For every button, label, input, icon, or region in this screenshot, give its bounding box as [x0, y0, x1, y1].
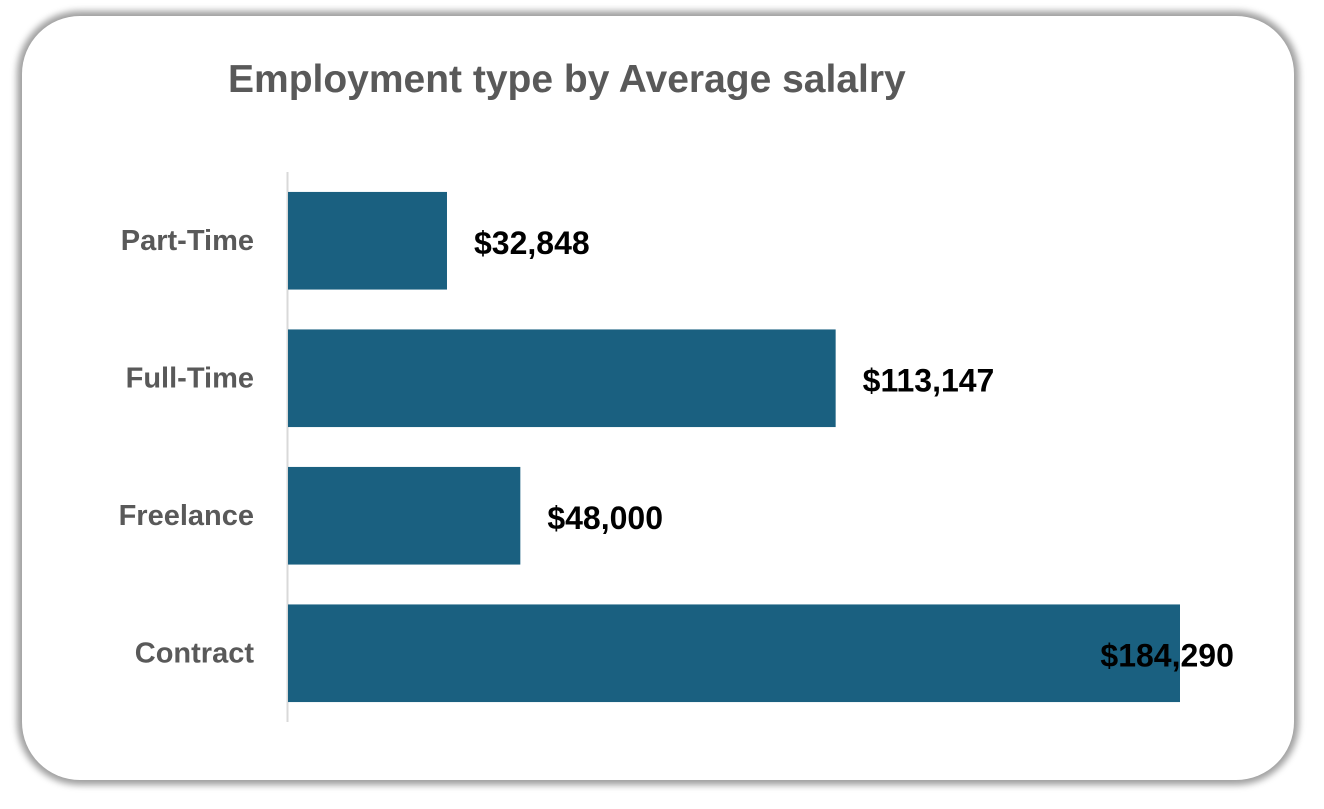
bar-freelance: [288, 466, 521, 565]
bar-full-time: [288, 329, 836, 428]
category-labels: Part-Time Full-Time Freelance Contract: [119, 225, 255, 670]
value-label-freelance: $48,000: [547, 500, 663, 536]
value-labels: $32,848 $113,147 $48,000 $184,290: [474, 225, 1234, 674]
bars-group: [288, 191, 1180, 703]
value-label-contract: $184,290: [1100, 637, 1233, 673]
value-label-full-time: $113,147: [863, 362, 995, 398]
bar-contract: [288, 604, 1180, 703]
category-label-full-time: Full-Time: [126, 362, 254, 394]
chart-title: Employment type by Average salalry: [228, 58, 906, 101]
category-label-contract: Contract: [135, 637, 255, 669]
category-label-part-time: Part-Time: [121, 225, 254, 257]
bar-part-time: [288, 191, 447, 290]
value-label-part-time: $32,848: [474, 225, 590, 261]
category-label-freelance: Freelance: [119, 500, 254, 532]
